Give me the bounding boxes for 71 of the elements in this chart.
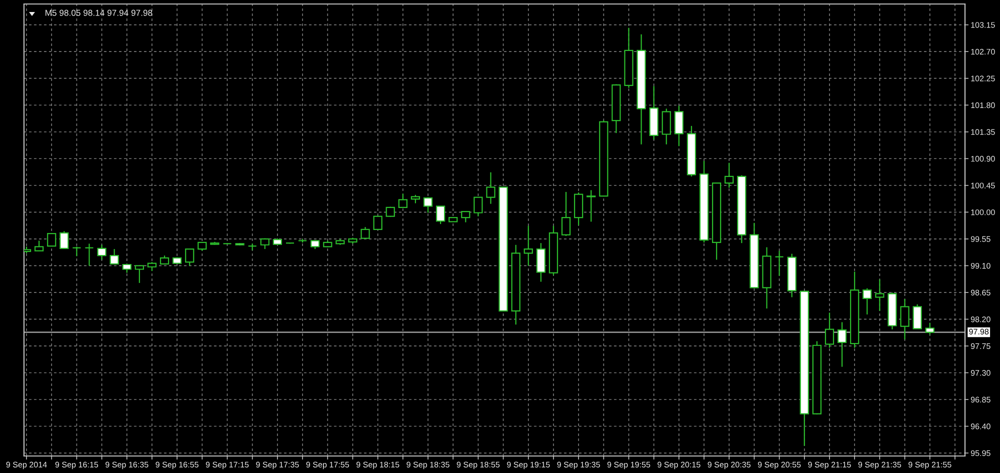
candlestick <box>837 322 847 368</box>
ref-line-label: 97.98 <box>969 328 989 334</box>
y-tick-label: 99.55 <box>970 236 990 242</box>
y-tick-label: 95.95 <box>970 450 990 456</box>
x-tick-label: 9 Sep 17:15 <box>206 462 249 470</box>
x-tick-label: 9 Sep 19:15 <box>507 462 550 470</box>
candlestick <box>398 193 408 209</box>
y-tick-label: 102.70 <box>971 48 995 55</box>
candlestick <box>185 248 194 266</box>
y-tick-label: 99.10 <box>970 262 990 269</box>
candlestick <box>47 232 56 247</box>
y-tick-label: 98.65 <box>970 290 990 296</box>
candlestick <box>662 108 671 145</box>
candlestick <box>34 240 44 252</box>
y-tick-label: 101.35 <box>971 129 995 135</box>
x-tick-label: 9 Sep 18:55 <box>456 462 500 470</box>
x-tick-label: 9 Sep 21:55 <box>908 462 952 470</box>
candlestick <box>134 265 144 284</box>
candlestick <box>97 244 106 260</box>
candlestick <box>436 206 446 225</box>
x-tick-label: 9 Sep 19:35 <box>557 462 600 470</box>
x-tick-label: 9 Sep 18:15 <box>356 462 400 470</box>
candlestick <box>561 191 571 236</box>
y-tick-label: 100.90 <box>971 156 995 162</box>
candlestick <box>486 172 496 204</box>
x-tick-label: 9 Sep 18:35 <box>406 462 450 470</box>
candlestick <box>360 226 370 240</box>
y-tick-label: 98.20 <box>970 316 990 322</box>
x-tick-label: 9 Sep 20:15 <box>658 462 700 470</box>
x-tick-label: 9 Sep 19:55 <box>607 462 650 470</box>
candlestick <box>862 288 872 316</box>
candlestick <box>524 225 533 266</box>
candlestick <box>373 215 382 231</box>
candlestick <box>423 196 433 214</box>
candlestick <box>461 211 470 223</box>
candlestick <box>110 248 119 266</box>
candlestick <box>912 304 922 330</box>
x-tick-label: 9 Sep 20:55 <box>758 462 801 470</box>
x-tick-label: 9 Sep 16:55 <box>156 462 198 470</box>
candlestick <box>574 192 584 226</box>
text: M5 98.05 98.14 97.94 97.98 <box>46 10 152 16</box>
y-tick-label: 97.30 <box>970 370 990 376</box>
y-tick-label: 100.45 <box>971 182 995 188</box>
x-tick-label: 9 Sep 2014 <box>6 462 47 470</box>
y-tick-label: 96.85 <box>970 396 990 402</box>
y-tick-label: 102.25 <box>971 76 995 82</box>
candlestick <box>774 250 784 276</box>
y-tick-label: 100.00 <box>971 209 995 216</box>
candlestick <box>84 243 94 266</box>
candlestick <box>474 196 483 217</box>
candlestick <box>586 190 596 222</box>
candlestick <box>536 242 546 282</box>
candlestick <box>674 105 684 147</box>
x-tick-label: 9 Sep 17:35 <box>256 462 299 470</box>
candlestick <box>60 230 69 249</box>
x-tick-label: 9 Sep 21:15 <box>808 462 851 470</box>
candlestick <box>900 298 910 340</box>
x-tick-label: 9 Sep 16:35 <box>106 462 148 470</box>
candlestick <box>724 162 734 188</box>
x-tick-label: 9 Sep 16:15 <box>55 462 98 470</box>
candlestick <box>925 322 934 336</box>
candlestick <box>875 278 884 312</box>
y-tick-label: 97.75 <box>970 343 990 349</box>
candlestick <box>824 312 834 348</box>
y-tick-label: 103.15 <box>971 22 995 28</box>
candlestick <box>72 246 82 257</box>
x-tick-label: 9 Sep 17:55 <box>306 462 350 470</box>
y-tick-label: 96.40 <box>970 424 990 430</box>
y-tick-label: 101.80 <box>971 102 995 108</box>
x-tick-label: 9 Sep 21:35 <box>858 462 902 470</box>
x-tick-label: 9 Sep 20:35 <box>708 462 751 470</box>
